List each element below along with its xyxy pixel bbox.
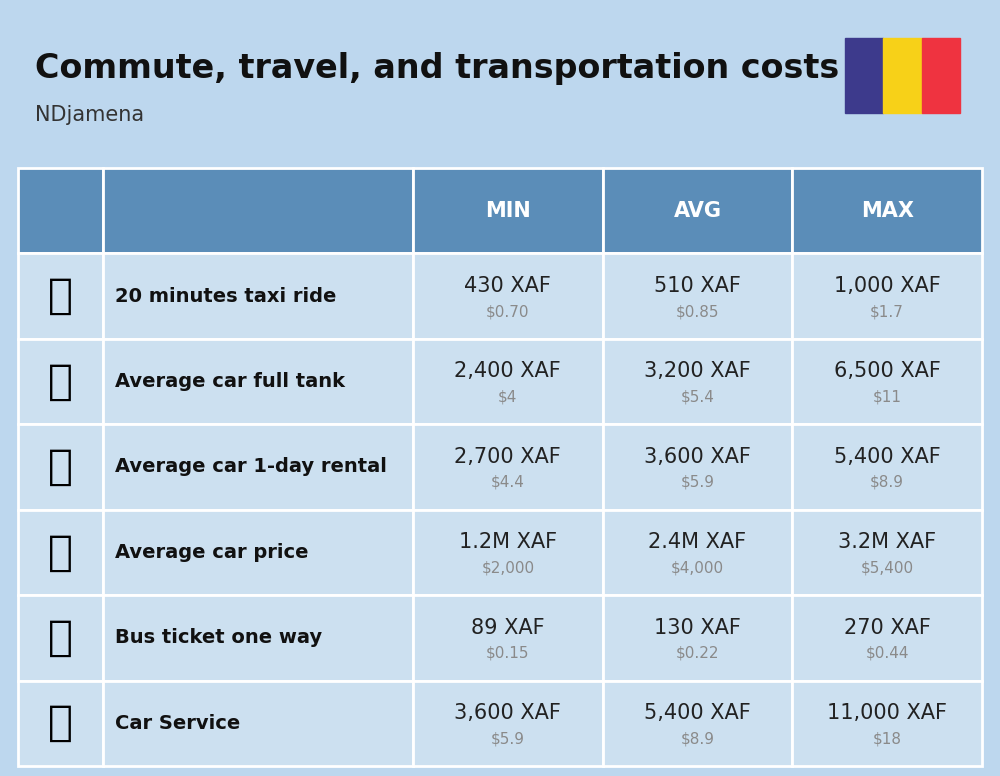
Text: $0.85: $0.85: [676, 304, 719, 319]
Text: Car Service: Car Service: [115, 714, 240, 733]
Text: 130 XAF: 130 XAF: [654, 618, 741, 638]
Text: Average car 1-day rental: Average car 1-day rental: [115, 458, 387, 476]
Text: $0.70: $0.70: [486, 304, 530, 319]
Bar: [18, 424, 103, 510]
Bar: [413, 681, 603, 766]
Bar: [413, 510, 603, 595]
Text: $2,000: $2,000: [481, 560, 534, 575]
Bar: [603, 254, 792, 339]
Text: $5.9: $5.9: [491, 731, 525, 747]
Bar: [103, 595, 413, 681]
Bar: [792, 168, 982, 254]
Bar: [413, 254, 603, 339]
Bar: [792, 595, 982, 681]
Bar: [103, 510, 413, 595]
Text: 3.2M XAF: 3.2M XAF: [838, 532, 936, 553]
Text: 89 XAF: 89 XAF: [471, 618, 545, 638]
Text: 🔧: 🔧: [48, 702, 73, 744]
Text: 270 XAF: 270 XAF: [844, 618, 931, 638]
Bar: [103, 339, 413, 424]
Text: $11: $11: [873, 390, 902, 404]
Bar: [845, 38, 883, 113]
Bar: [603, 510, 792, 595]
Text: 510 XAF: 510 XAF: [654, 276, 741, 296]
Text: Average car full tank: Average car full tank: [115, 372, 345, 391]
Text: ⛽️: ⛽️: [48, 361, 73, 403]
Text: $4: $4: [498, 390, 518, 404]
Text: 🚕: 🚕: [48, 275, 73, 317]
Text: $18: $18: [873, 731, 902, 747]
Bar: [103, 168, 413, 254]
Bar: [103, 424, 413, 510]
Text: Bus ticket one way: Bus ticket one way: [115, 629, 322, 647]
Text: 2,700 XAF: 2,700 XAF: [454, 447, 561, 466]
Text: $5.9: $5.9: [680, 475, 714, 490]
Bar: [413, 339, 603, 424]
Text: $0.22: $0.22: [676, 646, 719, 660]
Text: 🚗: 🚗: [48, 532, 73, 573]
Text: 3,600 XAF: 3,600 XAF: [644, 447, 751, 466]
Bar: [18, 168, 103, 254]
Bar: [603, 339, 792, 424]
Text: 5,400 XAF: 5,400 XAF: [644, 703, 751, 723]
Bar: [413, 424, 603, 510]
Bar: [792, 254, 982, 339]
Bar: [792, 424, 982, 510]
Bar: [18, 595, 103, 681]
Text: 3,600 XAF: 3,600 XAF: [454, 703, 561, 723]
Text: 1.2M XAF: 1.2M XAF: [459, 532, 557, 553]
Text: 6,500 XAF: 6,500 XAF: [834, 362, 941, 381]
Bar: [413, 595, 603, 681]
Text: Average car price: Average car price: [115, 543, 308, 562]
Text: $8.9: $8.9: [870, 475, 904, 490]
Text: 3,200 XAF: 3,200 XAF: [644, 362, 751, 381]
Text: $5,400: $5,400: [861, 560, 914, 575]
Bar: [922, 38, 960, 113]
Bar: [792, 510, 982, 595]
Text: 430 XAF: 430 XAF: [464, 276, 551, 296]
Text: $5.4: $5.4: [681, 390, 714, 404]
Text: 🚙: 🚙: [48, 446, 73, 488]
Bar: [103, 254, 413, 339]
Bar: [18, 510, 103, 595]
Text: NDjamena: NDjamena: [35, 105, 144, 125]
Bar: [883, 38, 922, 113]
Text: $0.44: $0.44: [865, 646, 909, 660]
Text: $0.15: $0.15: [486, 646, 530, 660]
Text: 11,000 XAF: 11,000 XAF: [827, 703, 947, 723]
Bar: [18, 681, 103, 766]
Text: MIN: MIN: [485, 201, 531, 220]
Bar: [603, 168, 792, 254]
Bar: [18, 339, 103, 424]
Text: $4.4: $4.4: [491, 475, 525, 490]
Text: 20 minutes taxi ride: 20 minutes taxi ride: [115, 286, 336, 306]
Text: 1,000 XAF: 1,000 XAF: [834, 276, 941, 296]
Bar: [792, 681, 982, 766]
Bar: [603, 424, 792, 510]
Text: MAX: MAX: [861, 201, 914, 220]
Text: $4,000: $4,000: [671, 560, 724, 575]
Text: 5,400 XAF: 5,400 XAF: [834, 447, 941, 466]
Text: 🚌: 🚌: [48, 617, 73, 659]
Bar: [603, 595, 792, 681]
Bar: [603, 681, 792, 766]
Text: Commute, travel, and transportation costs: Commute, travel, and transportation cost…: [35, 52, 839, 85]
Text: 2.4M XAF: 2.4M XAF: [648, 532, 747, 553]
Text: AVG: AVG: [674, 201, 722, 220]
Bar: [18, 254, 103, 339]
Text: 2,400 XAF: 2,400 XAF: [454, 362, 561, 381]
Bar: [413, 168, 603, 254]
Bar: [792, 339, 982, 424]
Bar: [103, 681, 413, 766]
Text: $8.9: $8.9: [680, 731, 714, 747]
Text: $1.7: $1.7: [870, 304, 904, 319]
